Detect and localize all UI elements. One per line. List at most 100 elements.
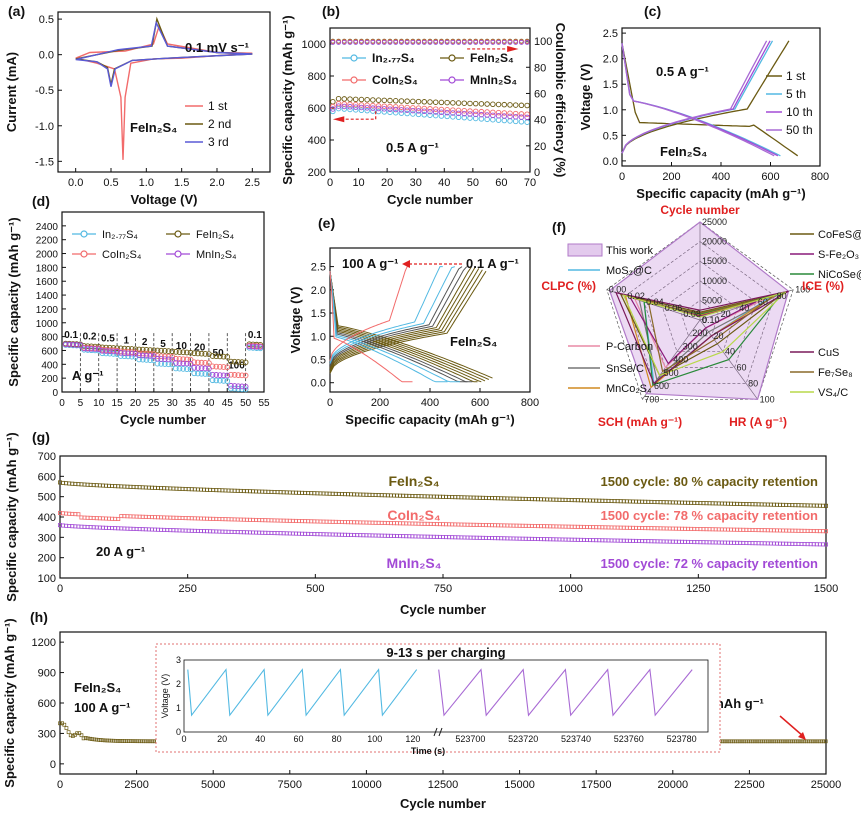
capacity-point	[467, 115, 473, 121]
legend-marker	[350, 54, 358, 62]
capacity-point	[444, 107, 450, 113]
capacity-point	[512, 113, 519, 120]
x-tick-label: 50	[240, 398, 252, 409]
radar-axis-label: ICE (%)	[802, 279, 844, 293]
radar-tick-label: 0	[702, 315, 707, 325]
x-axis-label: Cycle number	[387, 192, 473, 207]
charge-curve	[329, 266, 443, 363]
legend-swatch	[567, 243, 603, 257]
x-tick-label: 10	[352, 177, 364, 189]
radar-tick-label: 0	[702, 315, 707, 325]
capacity-point	[370, 105, 376, 111]
capacity-point	[524, 111, 530, 117]
rate-point	[173, 365, 179, 372]
capacity-point	[438, 113, 445, 119]
rate-point	[173, 348, 179, 355]
material-label: FeIn₂S₄	[130, 120, 177, 135]
capacity-point	[381, 97, 388, 104]
rate-point	[117, 350, 124, 356]
cycle-point	[735, 739, 740, 744]
material-label: FeIn₂S₄	[660, 144, 707, 159]
capacity-point	[438, 109, 445, 116]
legend-label: P-Carbon	[606, 341, 653, 353]
capacity-point	[381, 106, 388, 112]
rate-point	[184, 360, 190, 367]
rate-point	[176, 360, 183, 366]
cycle-point	[824, 503, 829, 508]
x-tick-label: 0	[57, 583, 63, 595]
rate-point	[235, 372, 242, 378]
plot-frame	[61, 211, 265, 393]
cycle-point	[101, 738, 105, 743]
capacity-point	[415, 105, 422, 111]
cycle-point	[143, 739, 148, 744]
panel-label: (d)	[32, 193, 50, 209]
pointer-arrow	[779, 715, 804, 737]
y-tick-label: 2.0	[603, 54, 618, 66]
capacity-point	[404, 107, 410, 113]
capacity-point	[392, 109, 399, 116]
cycle-point	[772, 739, 777, 744]
legend-label: MoS₂@C	[606, 265, 652, 277]
cycle-point	[83, 736, 88, 740]
x-tick-label: 0	[327, 177, 333, 189]
rate-point	[184, 349, 190, 356]
rate-point	[139, 352, 146, 359]
capacity-point	[330, 103, 336, 110]
y2-axis-label: Coulombic efficiency (%)	[553, 23, 568, 178]
capacity-point	[490, 109, 496, 116]
radar-tick-label: 500	[664, 368, 679, 378]
ce-point	[467, 40, 473, 45]
rate-point	[139, 356, 146, 363]
rate-point	[187, 360, 194, 367]
y-tick-label: 1000	[302, 39, 326, 51]
rate-point	[173, 355, 179, 362]
rate-point	[217, 372, 223, 378]
legend-label: CoIn₂S₄	[102, 249, 142, 261]
y-tick-label: 200	[38, 553, 56, 565]
cycle-point	[90, 737, 95, 741]
rate-point	[81, 345, 87, 352]
y-tick-label: 2400	[36, 222, 59, 233]
capacity-point	[364, 105, 370, 111]
capacity-point	[335, 100, 342, 107]
cycle-point	[79, 733, 84, 738]
cycle-point	[81, 736, 86, 741]
capacity-point	[501, 110, 508, 116]
capacity-point	[427, 108, 433, 115]
capacity-point	[392, 98, 399, 104]
legend-label: 5 th	[786, 87, 806, 101]
y-tick-label: 0.0	[603, 156, 618, 168]
ce-point	[370, 40, 376, 45]
y-tick-label: 1200	[36, 305, 59, 316]
y-tick-label: 2.5	[603, 28, 618, 40]
x-tick-label: 20	[130, 398, 142, 409]
legend-label: NiCoSe@C	[818, 269, 861, 281]
capacity-point	[461, 107, 468, 114]
capacity-point	[421, 99, 428, 105]
rate-point	[220, 378, 227, 384]
ce-point	[501, 40, 507, 45]
radar-tick-label: 80	[748, 378, 758, 388]
inset-y-label: Voltage (V)	[160, 674, 170, 719]
rate-step-label: 50	[213, 348, 225, 359]
radar-tick-label: 0.02	[627, 291, 645, 301]
capacity-point	[330, 98, 336, 105]
inset-x-tick-label: 523780	[667, 734, 697, 744]
radar-tick-label: 200	[692, 328, 707, 338]
cycle-point	[765, 739, 770, 744]
capacity-point	[495, 112, 502, 119]
plot-frame	[329, 27, 531, 173]
rate-point	[209, 377, 216, 384]
cycle-point	[787, 739, 792, 744]
x-tick-label: 250	[178, 583, 196, 595]
cycle-point	[116, 739, 120, 743]
capacity-point	[358, 96, 365, 103]
rate-point	[191, 364, 198, 371]
y2-tick-label: 20	[534, 141, 546, 153]
cycle-point	[776, 739, 781, 744]
legend-label: Fe₇Se₈	[818, 367, 853, 379]
capacity-point	[444, 99, 450, 106]
ce-point	[330, 40, 336, 45]
